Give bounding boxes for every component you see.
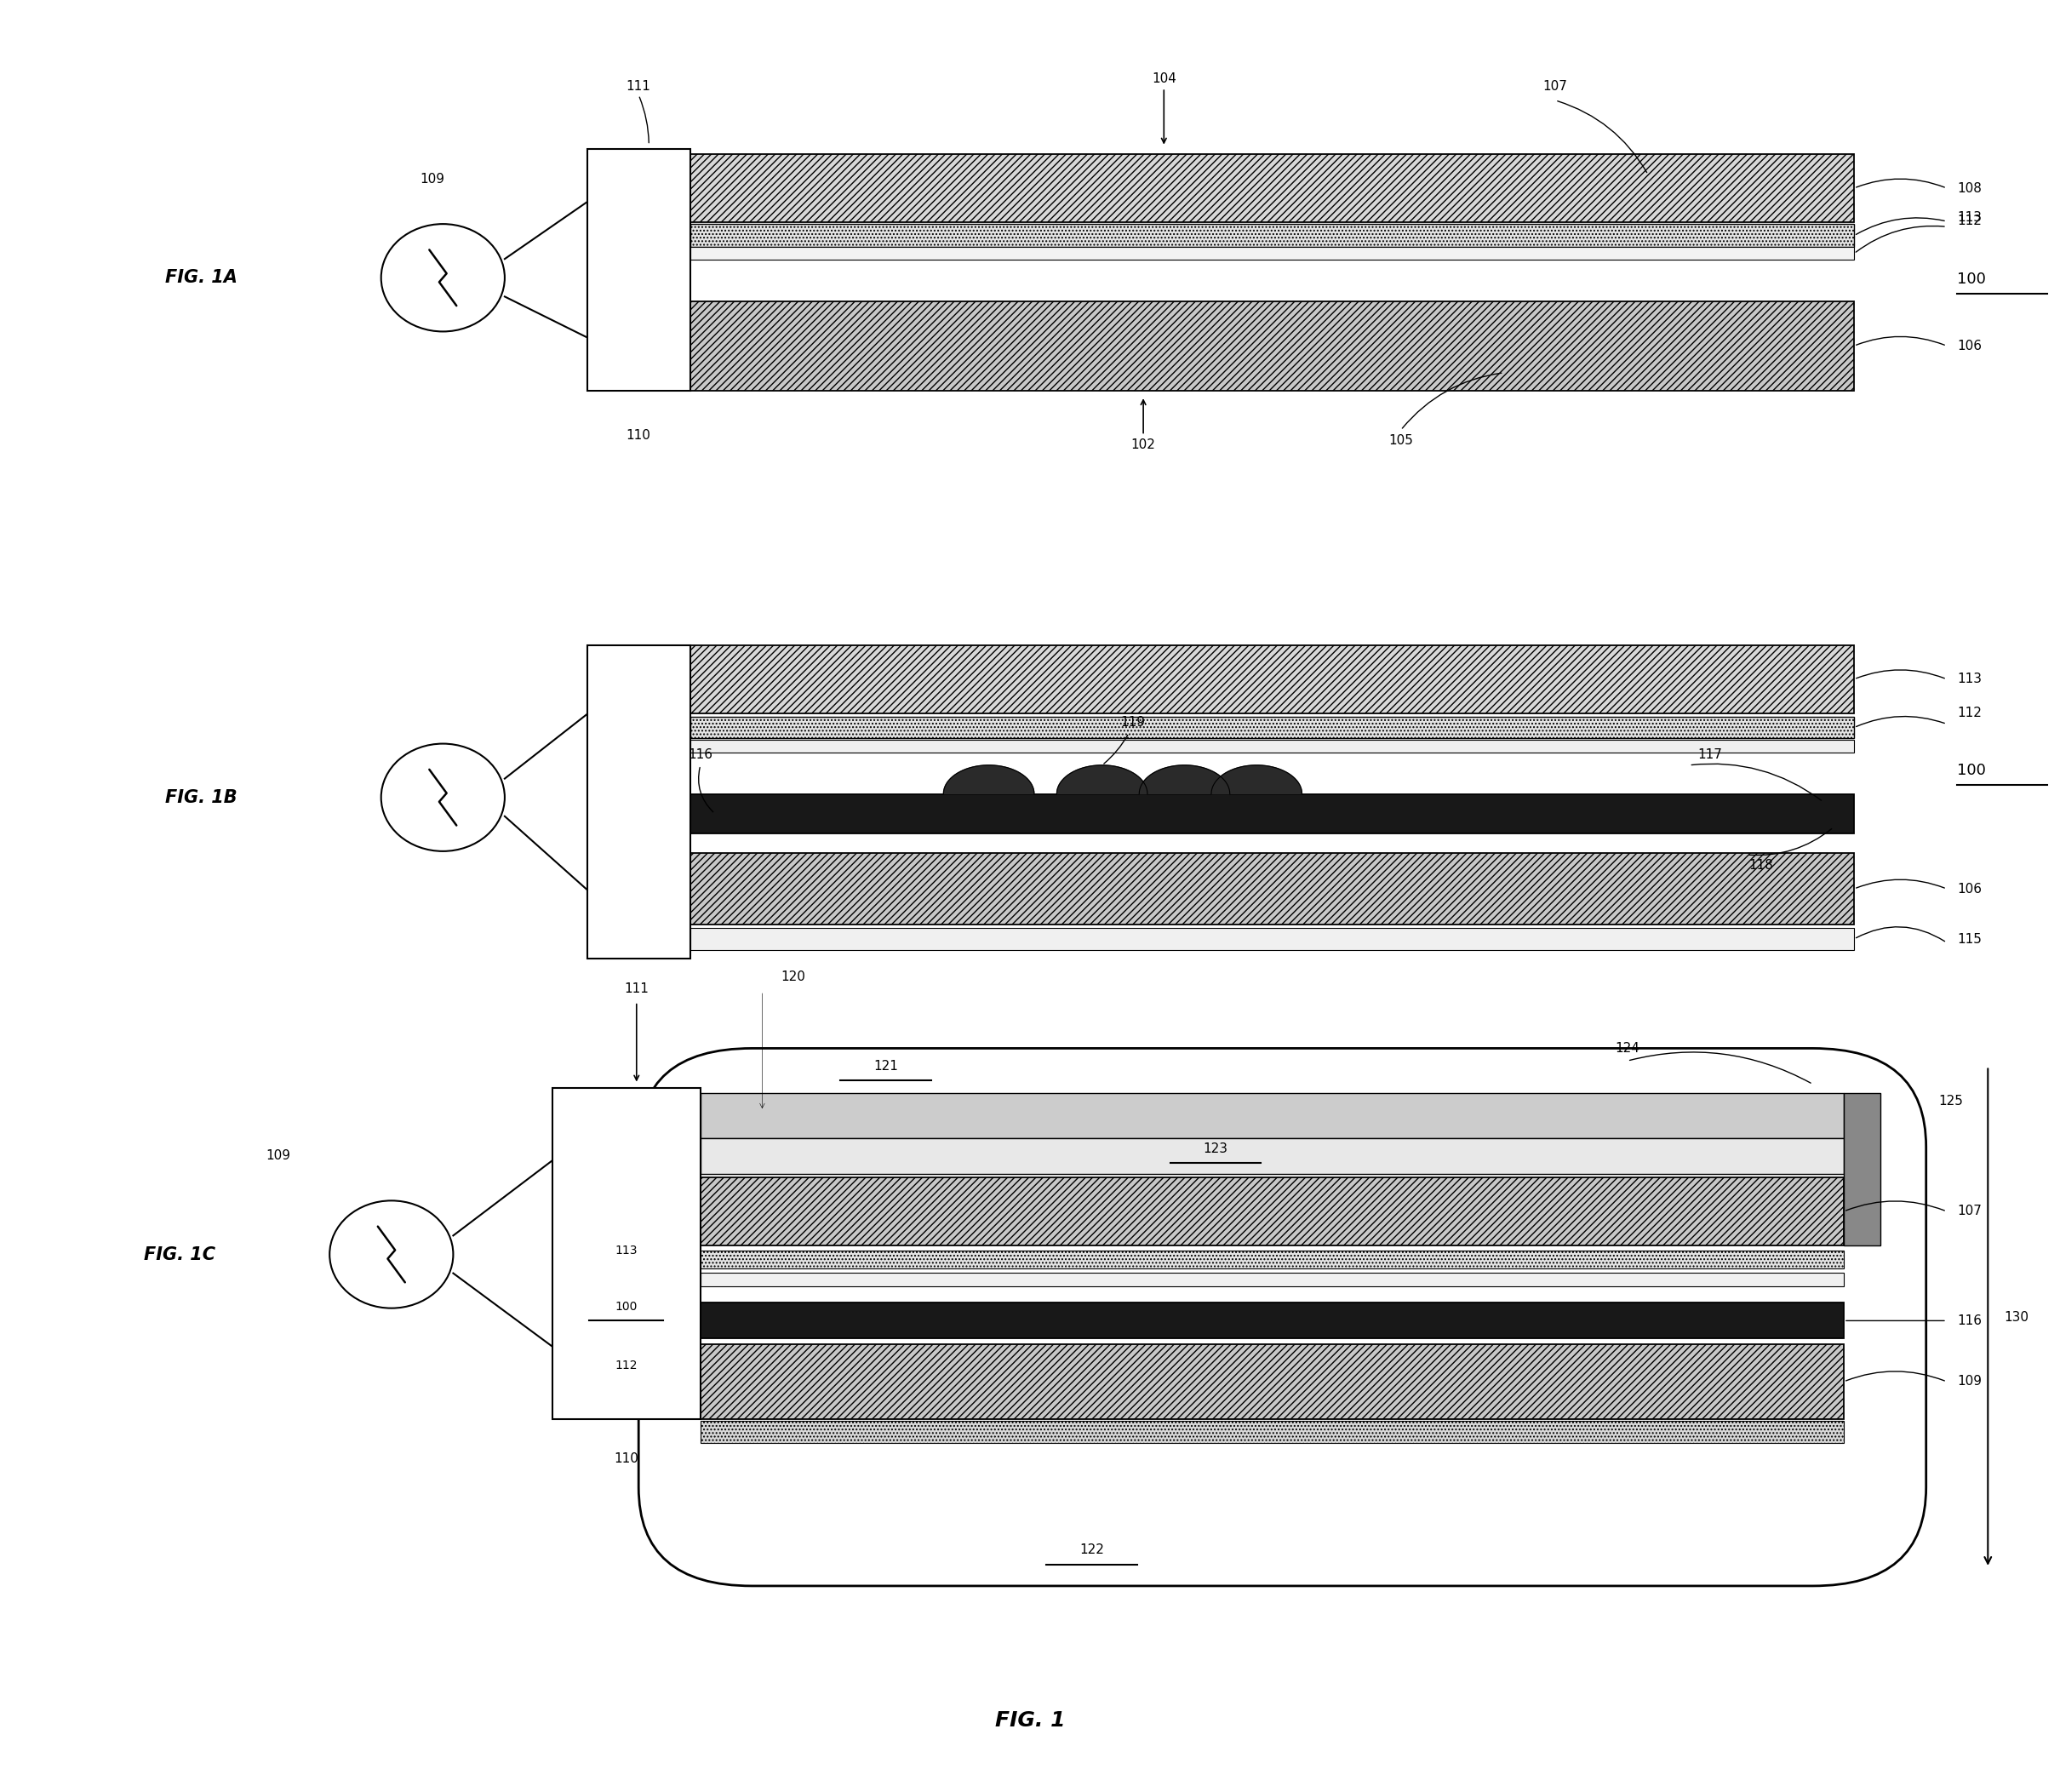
Bar xyxy=(690,928,1854,950)
Text: FIG. 1B: FIG. 1B xyxy=(165,788,237,806)
Bar xyxy=(690,154,1854,222)
Text: 111: 111 xyxy=(624,982,649,996)
Bar xyxy=(690,853,1854,925)
Bar xyxy=(700,1138,1844,1174)
Text: 121: 121 xyxy=(873,1059,898,1073)
Text: 119: 119 xyxy=(1121,715,1145,729)
Text: 116: 116 xyxy=(688,747,713,762)
Bar xyxy=(690,224,1854,247)
Polygon shape xyxy=(943,765,1034,794)
Circle shape xyxy=(381,744,505,851)
Text: 108: 108 xyxy=(1957,181,1982,195)
Text: 107: 107 xyxy=(1543,79,1568,93)
Bar xyxy=(690,717,1854,738)
Circle shape xyxy=(381,224,505,332)
Text: 120: 120 xyxy=(781,969,805,984)
Text: 124: 124 xyxy=(1615,1041,1640,1055)
Bar xyxy=(700,1421,1844,1443)
Text: 113: 113 xyxy=(1957,672,1982,686)
Bar xyxy=(690,794,1854,833)
Text: 122: 122 xyxy=(1079,1543,1104,1557)
Text: 109: 109 xyxy=(266,1149,290,1163)
Text: FIG. 1: FIG. 1 xyxy=(995,1710,1065,1731)
Text: 112: 112 xyxy=(616,1360,637,1371)
Text: 110: 110 xyxy=(614,1452,639,1466)
Text: 109: 109 xyxy=(420,172,445,186)
Polygon shape xyxy=(1057,765,1147,794)
Text: 105: 105 xyxy=(1388,434,1413,448)
Bar xyxy=(552,1088,700,1419)
Bar xyxy=(587,645,690,959)
Bar xyxy=(690,645,1854,713)
Bar xyxy=(690,740,1854,753)
Text: 107: 107 xyxy=(1957,1204,1982,1219)
Text: 106: 106 xyxy=(1957,882,1982,896)
Text: 113: 113 xyxy=(616,1245,637,1256)
Bar xyxy=(700,1177,1844,1245)
Text: 125: 125 xyxy=(1938,1095,1963,1107)
Text: 110: 110 xyxy=(626,428,651,443)
Text: 118: 118 xyxy=(1749,858,1774,873)
Bar xyxy=(1844,1093,1881,1245)
Text: 116: 116 xyxy=(1957,1314,1982,1328)
Bar xyxy=(700,1272,1844,1287)
Polygon shape xyxy=(1139,765,1230,794)
Text: 104: 104 xyxy=(1152,72,1176,86)
Text: 106: 106 xyxy=(1957,339,1982,353)
Text: 115: 115 xyxy=(1957,932,1982,946)
Text: 112: 112 xyxy=(1957,706,1982,720)
Text: 100: 100 xyxy=(1957,763,1986,778)
Bar xyxy=(700,1093,1844,1138)
Text: FIG. 1A: FIG. 1A xyxy=(165,269,237,287)
Bar xyxy=(690,301,1854,391)
Text: 109: 109 xyxy=(1957,1374,1982,1389)
Bar xyxy=(700,1344,1844,1419)
FancyBboxPatch shape xyxy=(639,1048,1926,1586)
Text: FIG. 1C: FIG. 1C xyxy=(144,1245,216,1263)
Bar xyxy=(700,1251,1844,1269)
Text: 113: 113 xyxy=(1957,211,1982,224)
Text: 100: 100 xyxy=(616,1301,637,1312)
Text: 102: 102 xyxy=(1131,437,1156,452)
Polygon shape xyxy=(1211,765,1302,794)
Text: 117: 117 xyxy=(1697,747,1722,762)
Text: 130: 130 xyxy=(2004,1310,2029,1324)
Text: 123: 123 xyxy=(1203,1142,1228,1156)
Circle shape xyxy=(330,1201,453,1308)
Text: 112: 112 xyxy=(1957,215,1982,228)
Bar xyxy=(700,1303,1844,1339)
Text: 100: 100 xyxy=(1957,272,1986,287)
Bar xyxy=(587,149,690,391)
Bar xyxy=(690,247,1854,260)
Text: 111: 111 xyxy=(626,79,651,93)
